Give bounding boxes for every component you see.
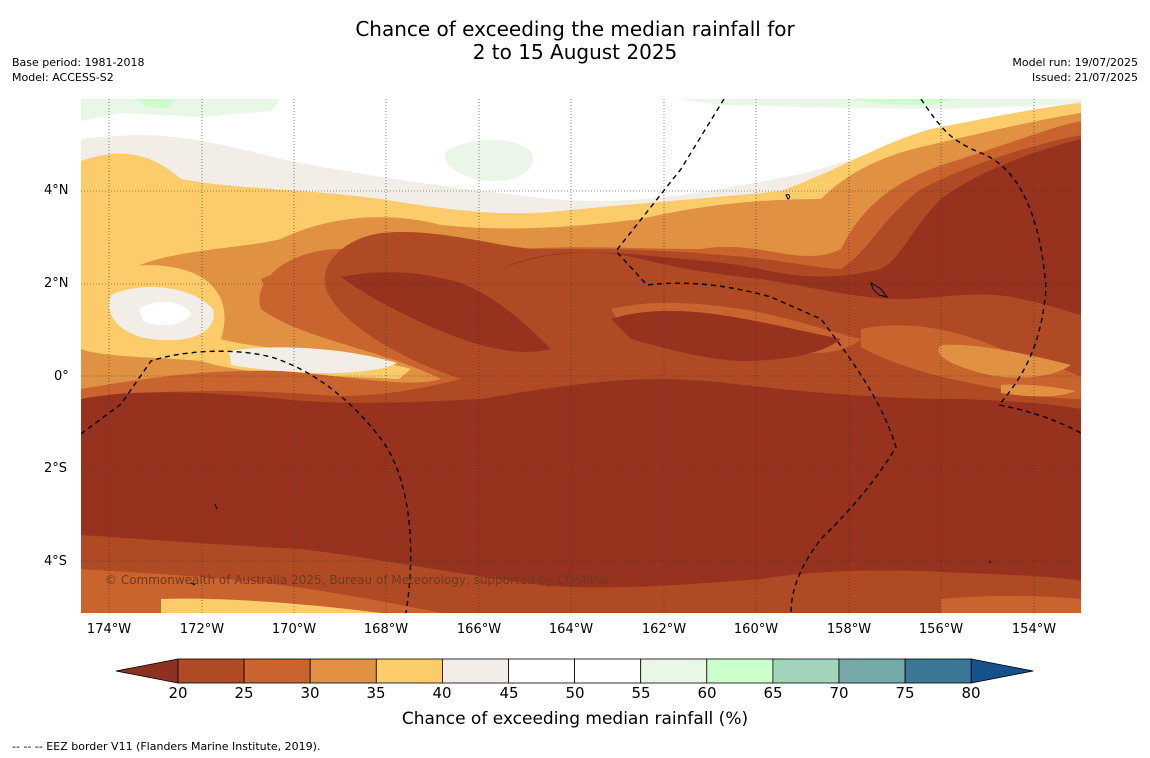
eez-borders [81,99,1081,613]
colorbar-cell [309,658,377,684]
colorbar-cell [375,658,443,684]
cb-tick-75: 75 [895,684,915,702]
issued-date: Issued: 21/07/2025 [1031,71,1138,84]
cb-tick-55: 55 [631,684,651,702]
rainfall-map: © Commonwealth of Australia 2025, Bureau… [81,99,1081,613]
colorbar-cell [441,658,509,684]
lon-tick-160w: 160°W [733,622,779,637]
cb-tick-20: 20 [168,684,188,702]
colorbar-extend-low [115,658,179,684]
lat-tick-4n: 4°N [44,183,69,198]
band-wet-55 [81,99,1081,182]
colorbar-cell [904,658,972,684]
cb-tick-40: 40 [432,684,452,702]
lon-tick-166w: 166°W [456,622,502,637]
lat-tick-4s: 4°S [44,554,68,569]
cb-tick-50: 50 [565,684,585,702]
lon-tick-172w: 172°W [179,622,225,637]
lon-tick-158w: 158°W [826,622,872,637]
title-line-1: Chance of exceeding the median rainfall … [355,17,795,41]
cb-tick-35: 35 [366,684,386,702]
eez-legend-note: -- -- -- EEZ border V11 (Flanders Marine… [12,740,321,753]
copyright-text: © Commonwealth of Australia 2025, Bureau… [105,573,610,587]
lon-tick-168w: 168°W [363,622,409,637]
white-island-west [139,301,191,326]
colorbar-cell [772,658,840,684]
model-name: Model: ACCESS-S2 [12,71,114,84]
colorbar-cell [177,658,245,684]
colorbar-cell [508,658,575,684]
map-title: Chance of exceeding the median rainfall … [0,18,1150,64]
lat-tick-2n: 2°N [44,276,69,291]
colorbar-cell [243,658,311,684]
patch-dry-30-center [261,271,1081,399]
islands [190,194,992,586]
lon-tick-164w: 164°W [548,622,594,637]
cb-tick-65: 65 [763,684,783,702]
colorbar-cell [706,658,774,684]
cb-tick-25: 25 [234,684,254,702]
title-line-2: 2 to 15 August 2025 [472,40,678,64]
lat-tick-0: 0° [54,369,69,384]
run-info: Model run: 19/07/2025 Issued: 21/07/2025 [1012,55,1138,85]
colorbar-label: Chance of exceeding median rainfall (%) [401,709,749,729]
cb-tick-45: 45 [499,684,519,702]
colorbar-cell [838,658,906,684]
lon-tick-162w: 162°W [641,622,687,637]
colorbar-cell [640,658,708,684]
band-wet-60 [136,99,961,109]
base-period: Base period: 1981-2018 [12,56,145,69]
model-info: Base period: 1981-2018 Model: ACCESS-S2 [12,55,144,85]
cb-tick-70: 70 [829,684,849,702]
band-south-35 [161,598,381,613]
colorbar [115,658,1034,684]
lon-tick-174w: 174°W [86,622,132,637]
patch-dry-35-east [938,344,1076,397]
lon-tick-170w: 170°W [271,622,317,637]
cb-tick-30: 30 [300,684,320,702]
cb-tick-80: 80 [961,684,981,702]
cb-tick-60: 60 [697,684,717,702]
colorbar-extend-high [970,658,1034,684]
band-dry-20 [81,139,1081,613]
model-run-date: Model run: 19/07/2025 [1012,56,1138,69]
band-south-30 [81,569,1081,613]
colorbar-cell [574,658,642,684]
lat-tick-2s: 2°S [44,461,68,476]
lon-tick-154w: 154°W [1011,622,1057,637]
core-dry-20-center [341,272,841,361]
lon-tick-156w: 156°W [918,622,964,637]
